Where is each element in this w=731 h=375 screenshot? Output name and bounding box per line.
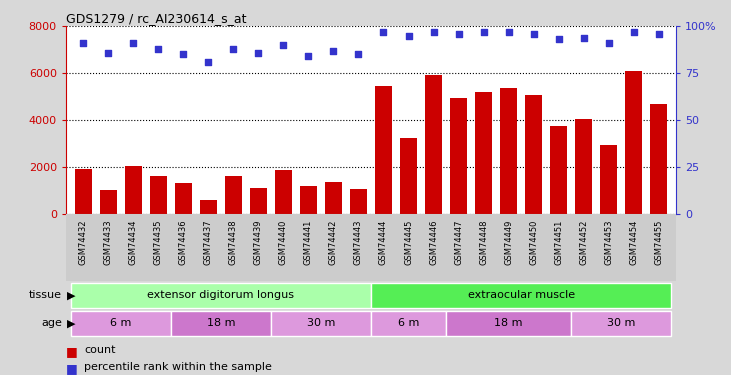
Bar <box>75 169 92 214</box>
Point <box>178 51 189 57</box>
Bar <box>150 176 167 214</box>
Bar <box>325 182 342 214</box>
Point <box>303 53 314 59</box>
Text: GSM74455: GSM74455 <box>654 219 663 264</box>
Bar <box>425 75 442 214</box>
Bar <box>400 138 417 214</box>
Text: count: count <box>84 345 115 355</box>
Point <box>77 40 89 46</box>
Bar <box>525 95 542 214</box>
Point <box>202 59 214 65</box>
Text: ▶: ▶ <box>67 318 76 328</box>
Text: GSM74446: GSM74446 <box>429 219 438 265</box>
Text: GSM74443: GSM74443 <box>354 219 363 265</box>
Text: tissue: tissue <box>29 290 62 300</box>
Bar <box>200 200 217 214</box>
Text: GSM74450: GSM74450 <box>529 219 538 264</box>
Text: 18 m: 18 m <box>207 318 235 328</box>
Bar <box>575 119 592 214</box>
Text: ■: ■ <box>66 362 77 375</box>
Bar <box>349 189 367 214</box>
Bar <box>224 176 242 214</box>
Text: GSM74434: GSM74434 <box>129 219 138 265</box>
Text: GSM74447: GSM74447 <box>454 219 463 265</box>
Bar <box>175 183 192 214</box>
Text: GDS1279 / rc_AI230614_s_at: GDS1279 / rc_AI230614_s_at <box>66 12 246 25</box>
Text: age: age <box>41 318 62 328</box>
Point <box>403 33 414 39</box>
Point <box>452 31 464 37</box>
Bar <box>475 92 492 214</box>
Text: 30 m: 30 m <box>607 318 635 328</box>
Point <box>553 36 564 42</box>
Text: GSM74452: GSM74452 <box>579 219 588 264</box>
Text: GSM74449: GSM74449 <box>504 219 513 264</box>
Text: GSM74440: GSM74440 <box>279 219 288 264</box>
Bar <box>375 86 393 214</box>
Bar <box>71 311 171 336</box>
Point <box>628 29 640 35</box>
Text: GSM74448: GSM74448 <box>479 219 488 265</box>
Text: GSM74441: GSM74441 <box>304 219 313 264</box>
Bar <box>371 283 671 308</box>
Bar <box>71 283 371 308</box>
Text: GSM74444: GSM74444 <box>379 219 388 264</box>
Text: GSM74437: GSM74437 <box>204 219 213 265</box>
Text: extraocular muscle: extraocular muscle <box>468 290 575 300</box>
Bar <box>625 71 643 214</box>
Text: GSM74432: GSM74432 <box>79 219 88 265</box>
Bar <box>275 170 292 214</box>
Text: GSM74442: GSM74442 <box>329 219 338 264</box>
Point <box>278 42 289 48</box>
Point <box>253 50 265 55</box>
Text: 30 m: 30 m <box>307 318 335 328</box>
Text: GSM74435: GSM74435 <box>154 219 163 265</box>
Bar <box>99 190 117 214</box>
Bar <box>171 311 271 336</box>
Point <box>653 31 664 37</box>
Text: ■: ■ <box>66 345 77 358</box>
Bar <box>650 104 667 214</box>
Text: ▶: ▶ <box>67 290 76 300</box>
Bar <box>371 311 446 336</box>
Text: 18 m: 18 m <box>494 318 523 328</box>
Text: percentile rank within the sample: percentile rank within the sample <box>84 362 272 372</box>
Point <box>528 31 539 37</box>
Text: GSM74451: GSM74451 <box>554 219 563 264</box>
Bar <box>250 188 267 214</box>
Bar <box>124 166 142 214</box>
Bar <box>300 186 317 214</box>
Text: GSM74436: GSM74436 <box>179 219 188 265</box>
Text: 6 m: 6 m <box>398 318 419 328</box>
Text: GSM74454: GSM74454 <box>629 219 638 264</box>
Bar <box>271 311 371 336</box>
Text: extensor digitorum longus: extensor digitorum longus <box>148 290 295 300</box>
Text: GSM74445: GSM74445 <box>404 219 413 264</box>
Text: GSM74453: GSM74453 <box>604 219 613 265</box>
Text: GSM74439: GSM74439 <box>254 219 263 265</box>
Point <box>227 46 239 52</box>
Point <box>378 29 390 35</box>
Point <box>127 40 139 46</box>
Bar <box>550 126 567 214</box>
Point <box>503 29 515 35</box>
Bar <box>571 311 671 336</box>
Bar <box>500 88 518 214</box>
Bar <box>446 311 571 336</box>
Text: GSM74438: GSM74438 <box>229 219 238 265</box>
Point <box>477 29 489 35</box>
Point <box>102 50 114 55</box>
Point <box>153 46 164 52</box>
Point <box>603 40 615 46</box>
Point <box>577 34 589 40</box>
Text: GSM74433: GSM74433 <box>104 219 113 265</box>
Bar <box>450 98 467 214</box>
Point <box>327 48 339 54</box>
Point <box>428 29 439 35</box>
Text: 6 m: 6 m <box>110 318 132 328</box>
Point <box>352 51 364 57</box>
Bar <box>600 145 618 214</box>
